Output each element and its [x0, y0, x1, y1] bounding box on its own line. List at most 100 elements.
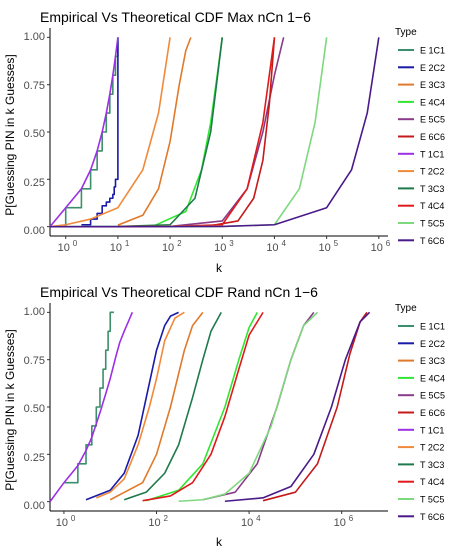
legend-item: E 4C4 — [398, 373, 445, 383]
legend-label: T 6C6 — [420, 512, 444, 522]
legend-item: T 5C5 — [398, 219, 444, 229]
legend-item: T 2C2 — [398, 443, 444, 453]
legend-item: T 1C1 — [398, 149, 444, 159]
x-tick-label: 10 — [148, 517, 160, 529]
legend-item: T 2C2 — [398, 167, 444, 177]
legend-label: E 6C6 — [420, 132, 445, 142]
series-line-e-3c3 — [117, 37, 192, 226]
y-tick-label: 0.50 — [24, 128, 45, 140]
y-tick-label: 1.00 — [24, 31, 45, 43]
chart-1-axes — [47, 28, 388, 239]
legend-item: T 4C4 — [398, 477, 444, 487]
series-line-t-6c6 — [224, 311, 371, 503]
series-line-e-6c6 — [262, 311, 368, 502]
x-tick-label-exponent: 0 — [73, 239, 78, 248]
legend-item: E 4C4 — [398, 97, 445, 107]
legend-2-items: E 1C1 E 2C2 E 3C3 E 4C4 E 5C5 E 6C6 T 1C1 T 2C2… — [398, 322, 445, 522]
legend-label: T 4C4 — [420, 201, 444, 211]
series-line-t-5c5 — [178, 311, 319, 503]
x-tick-label: 10 — [162, 242, 174, 254]
legend-label: E 4C4 — [420, 97, 445, 107]
chart-2-y-tick-labels: 0.00 0.25 0.50 0.75 1.00 — [24, 306, 45, 512]
series-line-t-6c6 — [50, 37, 380, 228]
legend-item: T 3C3 — [398, 184, 444, 194]
x-tick-label: 10 — [56, 517, 68, 529]
chart-1-series — [49, 37, 380, 228]
y-tick-label: 0.25 — [24, 452, 45, 464]
chart-panel-1: Empirical Vs Theoretical CDF Max nCn 1−6… — [3, 9, 391, 275]
y-tick-label: 0.00 — [24, 225, 45, 237]
x-tick-label-exponent: 4 — [281, 239, 286, 248]
x-tick-label: 10 — [214, 242, 226, 254]
y-tick-label: 0.75 — [24, 80, 45, 92]
x-tick-label: 10 — [371, 242, 383, 254]
y-tick-label: 0.00 — [24, 500, 45, 512]
legend-label: T 3C3 — [420, 184, 444, 194]
legend-item: T 5C5 — [398, 495, 444, 505]
x-tick-label-exponent: 5 — [334, 239, 339, 248]
legend-item: E 1C1 — [398, 322, 445, 332]
legend-label: E 2C2 — [420, 63, 445, 73]
legend-item: E 6C6 — [398, 132, 445, 142]
legend-item: E 2C2 — [398, 63, 445, 73]
legend-label: T 5C5 — [420, 495, 444, 505]
legend-item: E 1C1 — [398, 46, 445, 56]
legend-1-items: E 1C1 E 2C2 E 3C3 E 4C4 E 5C5 E 6C6 T 1C1 T 2C2… — [398, 46, 445, 246]
x-tick-label: 10 — [319, 242, 331, 254]
legend-item: T 4C4 — [398, 201, 444, 211]
series-line-t-4c4 — [117, 37, 276, 228]
x-tick-label-exponent: 6 — [349, 514, 354, 523]
series-line-t-1c1 — [49, 37, 119, 228]
x-tick-label: 10 — [110, 242, 122, 254]
series-line-e-1c1 — [63, 311, 114, 484]
x-tick-label-exponent: 2 — [177, 239, 182, 248]
x-tick-label: 10 — [334, 517, 346, 529]
chart-2-xlabel: k — [216, 535, 223, 549]
legend-label: T 2C2 — [420, 443, 444, 453]
series-line-e-5c5 — [169, 37, 285, 228]
chart-2-series — [49, 311, 371, 503]
chart-1-x-tick-labels: 10 0 10 1 10 2 10 3 10 4 10 5 10 6 — [58, 239, 391, 254]
chart-2-axes — [47, 303, 388, 514]
legend-title: Type — [395, 27, 417, 38]
series-line-e-4c4 — [154, 37, 224, 227]
series-line-t-1c1 — [49, 312, 134, 503]
legend-item: T 6C6 — [398, 512, 444, 522]
chart-1-title: Empirical Vs Theoretical CDF Max nCn 1−6 — [40, 9, 311, 25]
series-line-e-5c5 — [202, 311, 315, 501]
x-tick-label-exponent: 4 — [256, 514, 261, 523]
x-tick-label-exponent: 0 — [71, 514, 76, 523]
legend-label: E 2C2 — [420, 339, 445, 349]
legend-label: T 4C4 — [420, 477, 444, 487]
legend-label: E 5C5 — [420, 115, 445, 125]
series-line-t-2c2 — [49, 37, 171, 228]
y-tick-label: 0.25 — [24, 177, 45, 189]
legend-label: E 1C1 — [420, 322, 445, 332]
series-line-e-1c1 — [50, 37, 119, 228]
series-line-t-5c5 — [170, 37, 328, 228]
legend-label: E 1C1 — [420, 46, 445, 56]
legend-label: T 6C6 — [420, 236, 444, 246]
legend-label: T 3C3 — [420, 460, 444, 470]
series-line-e-6c6 — [206, 37, 276, 228]
y-tick-label: 0.75 — [24, 355, 45, 367]
series-line-t-2c2 — [95, 311, 185, 499]
legend-item: T 6C6 — [398, 236, 444, 246]
legend-title: Type — [395, 303, 417, 314]
legend-label: E 4C4 — [420, 373, 445, 383]
legend-item: E 6C6 — [398, 408, 445, 418]
series-line-t-4c4 — [142, 311, 264, 502]
legend-label: T 1C1 — [420, 149, 444, 159]
legend-label: T 1C1 — [420, 425, 444, 435]
series-line-e-3c3 — [109, 311, 204, 501]
legend-item: T 1C1 — [398, 425, 444, 435]
x-tick-label-exponent: 6 — [386, 239, 391, 248]
legend-label: T 5C5 — [420, 219, 444, 229]
legend-label: E 3C3 — [420, 356, 445, 366]
x-tick-label-exponent: 3 — [229, 239, 234, 248]
x-tick-label: 10 — [241, 517, 253, 529]
legend-label: E 3C3 — [420, 80, 445, 90]
y-tick-label: 1.00 — [24, 306, 45, 318]
series-line-e-2c2 — [85, 311, 179, 501]
legend-label: E 5C5 — [420, 391, 445, 401]
